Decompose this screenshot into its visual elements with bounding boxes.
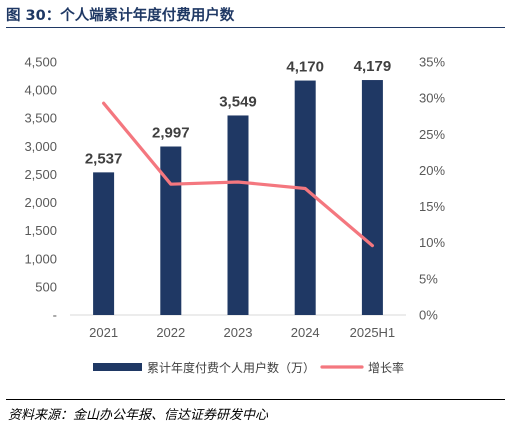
right-axis-tick-label: 0% [419, 308, 438, 323]
right-axis-ticks: 0% 5% 10% 15% 20% 25% 30% 35% [419, 55, 445, 323]
legend-bar-swatch [93, 363, 142, 371]
left-axis-tick-label: 1,500 [24, 223, 57, 238]
left-axis-tick-label: 3,500 [24, 111, 57, 126]
left-axis-tick-label: 3,000 [24, 139, 57, 154]
footer-rule [6, 399, 505, 400]
bar-data-label: 3,549 [219, 93, 257, 110]
bar [93, 172, 115, 315]
legend-bar-label: 累计年度付费个人用户数（万） [147, 360, 315, 375]
bar-data-label: 2,997 [152, 125, 190, 142]
bar-data-labels: 2,537 2,997 3,549 4,170 4,179 [85, 58, 391, 167]
legend-line-label: 增长率 [368, 360, 404, 375]
bar [227, 115, 249, 315]
chart: - 500 1,000 1,500 2,000 2,500 3,000 3,500 4,000 4… [24, 55, 445, 376]
left-axis-ticks: - 500 1,000 1,500 2,000 2,500 3,000 3,500 4,000 4… [24, 55, 57, 323]
right-axis-tick-label: 15% [419, 199, 445, 214]
x-axis-tick-label: 2023 [224, 325, 253, 340]
legend: 累计年度付费个人用户数（万） 增长率 [93, 360, 404, 375]
bar-series [93, 80, 383, 315]
bar-data-label: 2,537 [85, 150, 123, 167]
left-axis-tick-label: 4,500 [24, 55, 57, 70]
left-axis-tick-label: 1,000 [24, 251, 57, 266]
bar [294, 80, 316, 315]
right-axis-tick-label: 5% [419, 271, 438, 286]
x-axis-tick-label: 2022 [156, 325, 185, 340]
x-axis-tick-label: 2025H1 [350, 325, 396, 340]
left-axis-tick-label: 500 [35, 279, 57, 294]
left-axis-tick-label: - [53, 308, 57, 323]
bar [361, 80, 383, 315]
right-axis-tick-label: 25% [419, 127, 445, 142]
x-axis-tick-label: 2024 [291, 325, 320, 340]
bar-data-label: 4,170 [286, 59, 324, 76]
right-axis-tick-label: 30% [419, 91, 445, 106]
right-axis-tick-label: 10% [419, 235, 445, 250]
bar [160, 146, 182, 315]
source-note: 资料来源：金山办公年报、信达证券研发中心 [8, 408, 269, 423]
left-axis-tick-label: 2,000 [24, 195, 57, 210]
x-axis-ticks: 2021 2022 2023 2024 2025H1 [89, 325, 395, 340]
bar-data-label: 4,179 [354, 58, 392, 75]
title-rule [6, 27, 505, 28]
growth-rate-line [102, 101, 374, 248]
left-axis-tick-label: 4,000 [24, 83, 57, 98]
right-axis-tick-label: 35% [419, 55, 445, 70]
right-axis-tick-label: 20% [419, 163, 445, 178]
left-axis-tick-label: 2,500 [24, 167, 57, 182]
x-axis-tick-label: 2021 [89, 325, 118, 340]
figure-title: 图 30：个人端累计年度付费用户数 [6, 8, 235, 24]
